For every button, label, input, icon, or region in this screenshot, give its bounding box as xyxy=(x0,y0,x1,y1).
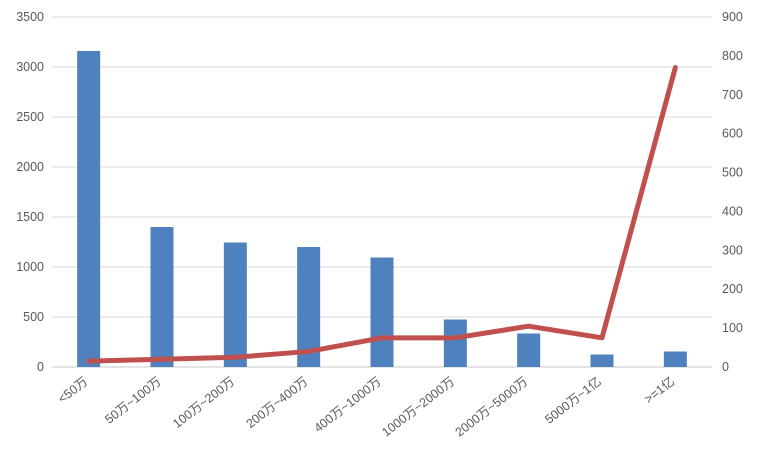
right-axis-tick-label: 200 xyxy=(722,282,743,296)
left-axis-tick-label: 0 xyxy=(37,360,44,374)
bar xyxy=(77,51,101,367)
right-axis-tick-label: 900 xyxy=(722,10,743,24)
x-axis-category-label: 400万~1000万 xyxy=(311,374,383,435)
x-axis-category-label: 200万~400万 xyxy=(244,374,311,431)
right-axis-tick-label: 100 xyxy=(722,321,743,335)
x-axis-category-label: >=1亿 xyxy=(641,374,677,407)
left-axis-tick-label: 2000 xyxy=(16,160,44,174)
left-axis-tick-label: 1000 xyxy=(16,260,44,274)
x-axis-category-label: <50万 xyxy=(55,374,90,406)
bar xyxy=(590,354,614,367)
bar xyxy=(370,257,394,367)
x-axis-category-label: 2000万~5000万 xyxy=(453,374,531,439)
right-axis-tick-label: 0 xyxy=(722,360,729,374)
bar xyxy=(297,247,321,367)
right-axis-tick-label: 700 xyxy=(722,88,743,102)
left-axis-tick-label: 1500 xyxy=(16,210,44,224)
bar xyxy=(223,242,247,367)
bar xyxy=(150,227,174,367)
bar xyxy=(517,333,541,367)
left-axis-tick-label: 3500 xyxy=(16,10,44,24)
bar xyxy=(663,351,687,367)
x-axis-category-label: 5000万~1亿 xyxy=(542,374,604,427)
right-axis-tick-label: 400 xyxy=(722,204,743,218)
right-axis-tick-label: 800 xyxy=(722,49,743,63)
right-axis-tick-label: 300 xyxy=(722,243,743,257)
left-axis-tick-label: 500 xyxy=(23,310,44,324)
right-axis-tick-label: 600 xyxy=(722,127,743,141)
x-axis-category-label: 100万~200万 xyxy=(170,374,237,431)
left-axis-tick-label: 3000 xyxy=(16,60,44,74)
x-axis-category-label: 50万~100万 xyxy=(102,374,163,426)
right-axis-tick-label: 500 xyxy=(722,166,743,180)
left-axis-tick-label: 2500 xyxy=(16,110,44,124)
bar xyxy=(443,319,467,367)
x-axis-category-label: 1000万~2000万 xyxy=(379,374,457,439)
trend-line xyxy=(86,65,678,364)
